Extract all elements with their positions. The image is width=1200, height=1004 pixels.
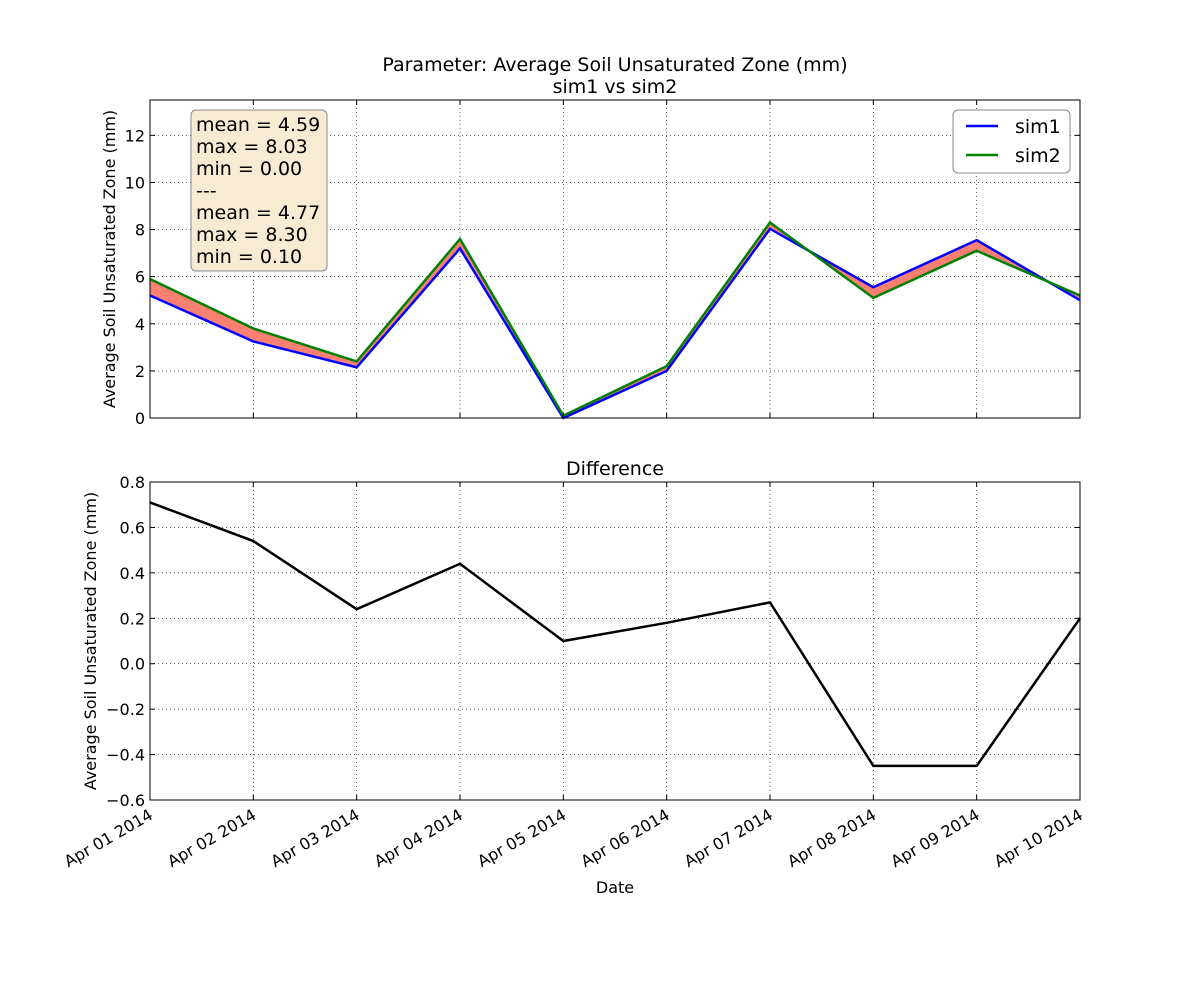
legend: sim1 sim2 [952,109,1071,174]
y-tick-label: −0.4 [106,746,145,765]
y-tick-label: 0.2 [120,609,145,628]
x-tick-label: Apr 04 2014 [371,805,466,871]
diff-title: Difference [566,458,664,480]
bottom-grid [150,482,1080,800]
legend-label-sim1: sim1 [1015,116,1061,138]
stats-line: max = 8.03 [196,136,308,158]
series-line-sim2 [149,220,1081,418]
bottom-axes-frame [149,481,1081,801]
y-tick-label: 12 [125,126,145,145]
bottom-xlabel: Date [596,878,634,897]
y-tick-label: 4 [135,315,145,334]
bottom-plot-area [150,482,1080,800]
x-tick-label: Apr 09 2014 [887,805,982,871]
bottom-series-lines [149,501,1082,768]
x-tick-label: Apr 06 2014 [577,805,672,871]
stats-box-background [190,109,328,272]
y-tick-label: 2 [135,362,145,381]
figure-title-line2: sim1 vs sim2 [553,76,678,98]
top-axes-frame [149,99,1081,419]
y-tick-label: 0.8 [120,473,145,492]
top-series-lines [149,220,1081,420]
top-ylabel: Average Soil Unsaturated Zone (mm) [100,110,119,408]
bottom-ylabel: Average Soil Unsaturated Zone (mm) [81,492,100,790]
stats-line: min = 0.00 [196,158,302,180]
top-y-ticks: 0 2 4 6 8 10 12 [125,126,1080,428]
bottom-y-ticks: −0.6 −0.4 −0.2 0.0 0.2 0.4 0.6 0.8 [106,473,1080,810]
x-tick-label: Apr 07 2014 [681,805,776,871]
x-tick-label: Apr 05 2014 [474,805,569,871]
stats-line: mean = 4.59 [196,114,320,136]
figure-title-line1: Parameter: Average Soil Unsaturated Zone… [382,54,847,76]
x-tick-label: Apr 08 2014 [784,805,879,871]
x-tick-label: Apr 10 2014 [991,805,1086,871]
y-tick-label: 0.0 [120,655,145,674]
series-line-sim1 [149,227,1081,420]
bottom-panel: −0.6−0.4−0.20.00.20.40.60.8 Apr 01 2014 A… [61,473,1086,897]
y-tick-label: −0.6 [106,791,145,810]
stats-line: min = 0.10 [196,246,302,268]
y-tick-label: 10 [125,173,145,192]
x-tick-label: Apr 01 2014 [61,805,156,871]
stats-line: max = 8.30 [196,224,308,246]
y-tick-label: 8 [135,221,145,240]
y-tick-label: 0 [135,409,145,428]
x-tick-label: Apr 02 2014 [164,805,259,871]
y-tick-label: 0.4 [120,564,145,583]
top-x-ticks [149,100,1081,418]
top-panel: 0 2 4 6 8 10 12 Average Soil Unsaturated Zone … [100,99,1081,428]
difference-line [149,501,1082,768]
stats-line: mean = 4.77 [196,202,320,224]
y-tick-label: −0.2 [106,700,145,719]
stats-line: --- [196,180,217,202]
y-tick-label: 0.6 [120,518,145,537]
y-tick-label: 6 [135,268,145,287]
x-tick-label: Apr 03 2014 [267,805,362,871]
legend-label-sim2: sim2 [1015,145,1061,167]
